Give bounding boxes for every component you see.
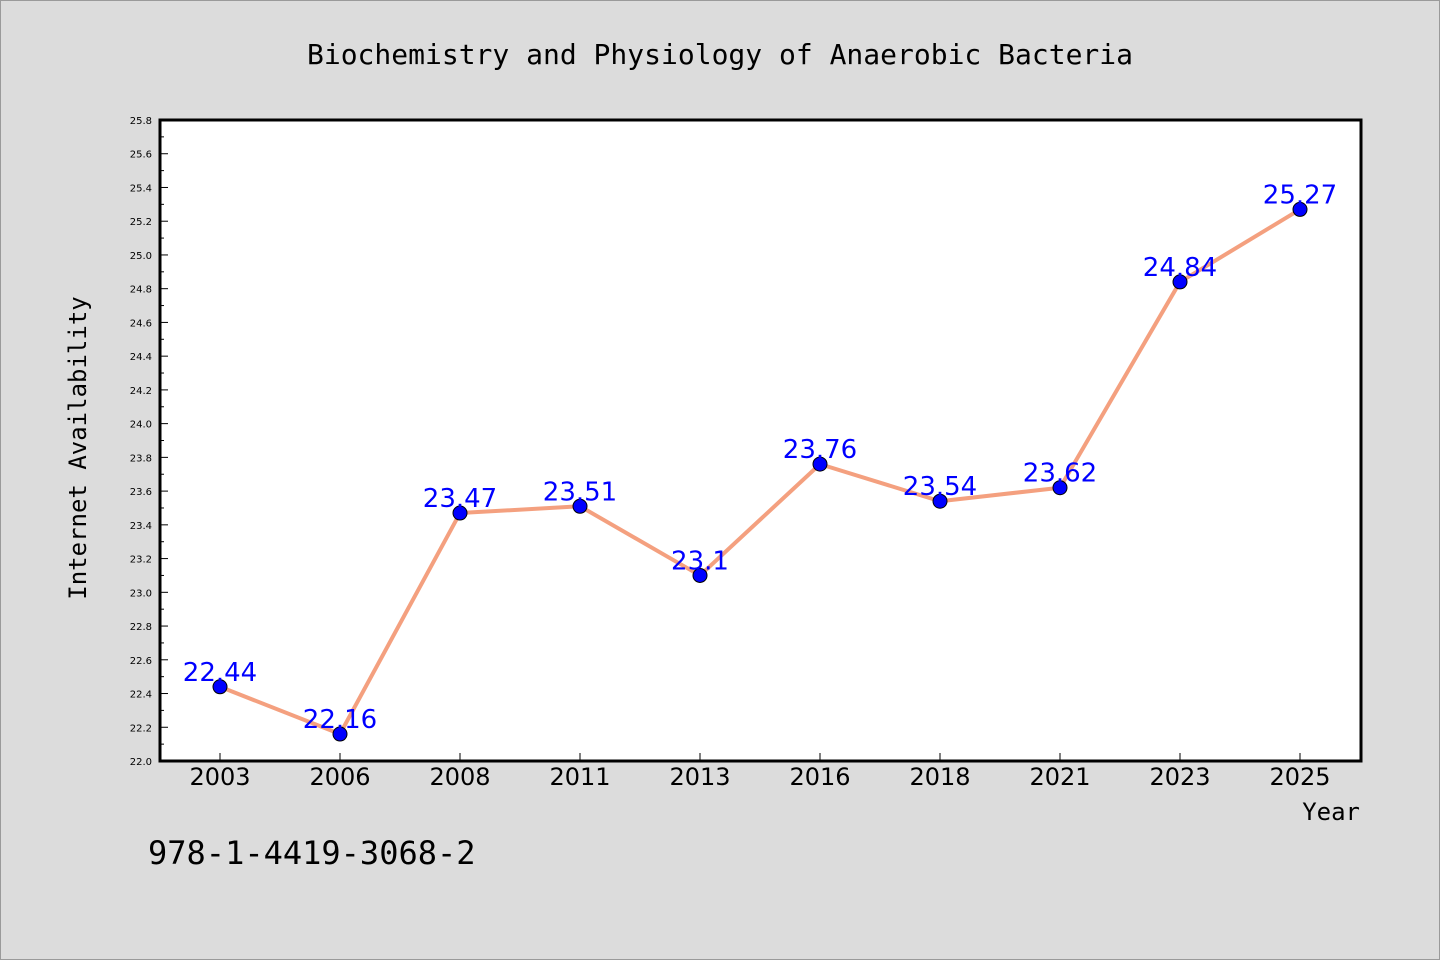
chart-title: Biochemistry and Physiology of Anaerobic… — [307, 38, 1133, 71]
y-tick-label: 23.2 — [130, 555, 152, 566]
y-tick-label: 24.6 — [130, 318, 152, 329]
x-tick-label: 2016 — [789, 763, 850, 791]
y-tick-label: 23.0 — [130, 588, 152, 599]
y-tick-label: 25.0 — [130, 251, 152, 262]
y-tick-label: 23.6 — [130, 487, 152, 498]
y-tick-label: 24.8 — [130, 285, 152, 296]
y-tick-label: 25.2 — [130, 217, 152, 228]
plot-border — [158, 118, 1363, 763]
data-label: 23.76 — [783, 435, 857, 465]
y-tick-label: 24.2 — [130, 386, 152, 397]
data-label: 23.62 — [1023, 459, 1097, 489]
data-label: 23.1 — [671, 546, 729, 576]
y-tick-label: 23.8 — [130, 453, 152, 464]
x-tick-label: 2021 — [1029, 763, 1090, 791]
data-label: 22.44 — [183, 658, 257, 688]
y-tick-label: 22.6 — [130, 656, 152, 667]
y-axis: 22.0 22.2 22.4 22.6 22.8 23.0 23.2 23.4 23.6 23.8… — [130, 116, 168, 768]
isbn-footnote: 978-1-4419-3068-2 — [148, 834, 476, 872]
x-axis: 2003 2006 2008 2011 2013 2016 2018 2021 2023 2025 — [189, 753, 1331, 791]
data-label: 25.27 — [1263, 180, 1337, 210]
x-tick-label: 2018 — [909, 763, 970, 791]
data-point — [1292, 201, 1308, 217]
data-label: 23.51 — [543, 477, 617, 507]
y-tick-label: 24.0 — [130, 420, 152, 431]
data-point — [932, 493, 948, 509]
data-label: 23.54 — [903, 472, 977, 502]
y-tick-label: 25.6 — [130, 150, 152, 161]
data-label: 24.84 — [1143, 253, 1217, 283]
x-tick-label: 2023 — [1149, 763, 1210, 791]
x-tick-label: 2025 — [1269, 763, 1330, 791]
y-tick-label: 25.8 — [130, 116, 152, 127]
data-point — [452, 505, 468, 521]
y-tick-label: 22.8 — [130, 622, 152, 633]
y-tick-label: 22.4 — [130, 690, 152, 701]
x-tick-label: 2008 — [429, 763, 490, 791]
y-tick-label: 25.4 — [130, 183, 152, 194]
data-point — [332, 726, 348, 742]
data-point — [1172, 274, 1188, 290]
data-labels: 22.44 22.16 23.47 23.51 23.1 23.76 23.54 23.62 2… — [183, 180, 1337, 735]
x-tick-label: 2011 — [549, 763, 610, 791]
y-tick-label: 22.2 — [130, 723, 152, 734]
x-axis-title: Year — [1302, 798, 1360, 826]
data-point — [212, 679, 228, 695]
data-point — [692, 567, 708, 583]
x-tick-label: 2013 — [669, 763, 730, 791]
series-line — [218, 207, 1302, 737]
y-tick-label: 23.4 — [130, 521, 152, 532]
y-tick-label: 24.4 — [130, 352, 152, 363]
data-point — [812, 456, 828, 472]
data-point — [1052, 480, 1068, 496]
data-label: 22.16 — [303, 705, 377, 735]
y-axis-title: Internet Availability — [64, 296, 92, 599]
data-point — [572, 498, 588, 514]
x-tick-label: 2006 — [309, 763, 370, 791]
data-label: 23.47 — [423, 484, 497, 514]
plot-area — [160, 120, 1361, 761]
y-tick-label: 22.0 — [130, 757, 152, 768]
x-tick-label: 2003 — [189, 763, 250, 791]
series-layer — [212, 201, 1308, 742]
